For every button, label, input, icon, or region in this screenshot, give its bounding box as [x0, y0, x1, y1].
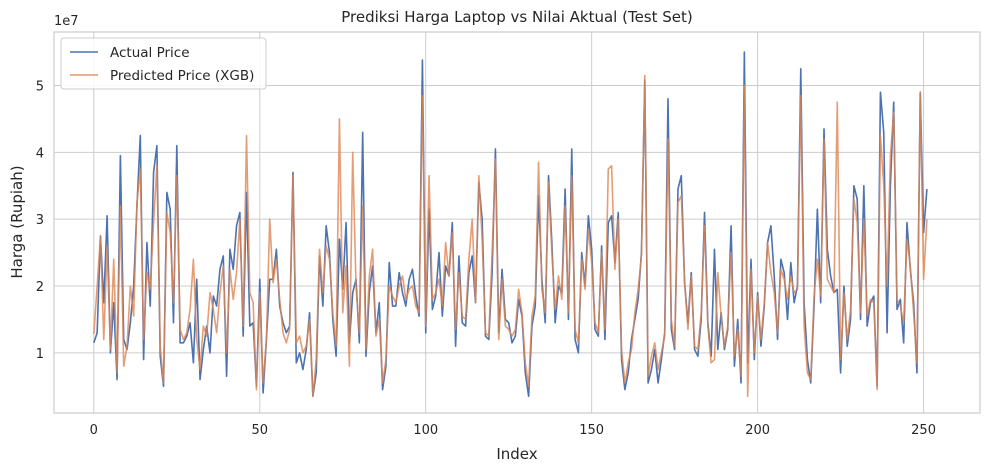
plot-area — [93, 51, 928, 398]
y-axis-label: Harga (Rupiah) — [8, 165, 26, 278]
legend-box — [60, 37, 267, 90]
y-tick-labels: 1 2 3 4 5 — [36, 79, 44, 361]
legend: Actual Price Predicted Price (XGB) — [60, 37, 267, 90]
chart-title: Prediksi Harga Laptop vs Nilai Aktual (T… — [341, 8, 693, 26]
x-tick-label: 150 — [579, 423, 604, 438]
y-offset-label: 1e7 — [54, 14, 79, 29]
y-tick-label: 4 — [36, 146, 44, 161]
x-tick-label: 100 — [413, 423, 438, 438]
y-tick-label: 5 — [36, 79, 44, 94]
plot-frame — [53, 31, 981, 414]
legend-actual-label: Actual Price — [110, 45, 190, 61]
y-tick-label: 3 — [36, 213, 44, 228]
y-tick-label: 1 — [36, 347, 44, 362]
x-tick-label: 0 — [90, 423, 98, 438]
y-tick-label: 2 — [36, 280, 44, 295]
x-axis-label: Index — [496, 445, 537, 463]
legend-predicted-label: Predicted Price (XGB) — [110, 68, 254, 84]
x-tick-label: 50 — [252, 423, 269, 438]
x-tick-labels: 0 50 100 150 200 250 — [90, 423, 936, 438]
x-tick-label: 200 — [745, 423, 770, 438]
x-tick-label: 250 — [911, 423, 936, 438]
predicted-price-line — [93, 74, 928, 398]
